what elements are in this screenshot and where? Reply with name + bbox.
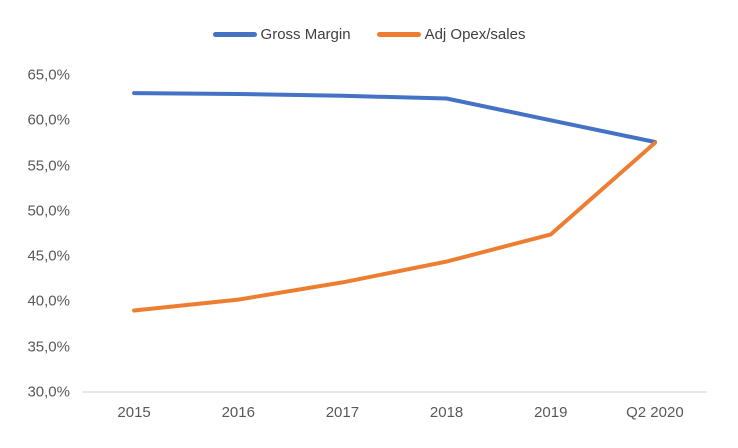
legend-item-adj-opex-sales: Adj Opex/sales (376, 26, 526, 43)
y-tick-label: 40,0% (27, 292, 70, 310)
series-line-adj-opex-sales (132, 140, 657, 313)
legend-item-gross-margin: Gross Margin (212, 26, 351, 43)
legend-label: Gross Margin (260, 26, 351, 43)
y-tick-label: 55,0% (27, 157, 70, 175)
x-tick-label: Q2 2020 (626, 404, 684, 421)
legend-label: Adj Opex/sales (424, 26, 526, 43)
y-tick-label: 50,0% (27, 202, 70, 220)
y-tick-label: 30,0% (27, 383, 70, 401)
x-tick-label: 2016 (221, 404, 255, 421)
x-tick-label: 2017 (325, 404, 360, 421)
y-tick-label: 60,0% (27, 111, 70, 129)
y-tick-label: 35,0% (27, 338, 70, 356)
chart-legend: Gross Margin Adj Opex/sales (0, 26, 738, 43)
x-tick-label: 2018 (429, 404, 464, 421)
legend-line-marker-adj-opex-sales (376, 32, 421, 37)
legend-line-marker-gross-margin (212, 32, 257, 37)
y-tick-label: 65,0% (27, 66, 70, 84)
series-line-gross-margin (132, 91, 657, 144)
x-tick-label: 2019 (534, 404, 568, 421)
x-tick-label: 2015 (117, 404, 151, 421)
y-tick-label: 45,0% (27, 247, 70, 265)
